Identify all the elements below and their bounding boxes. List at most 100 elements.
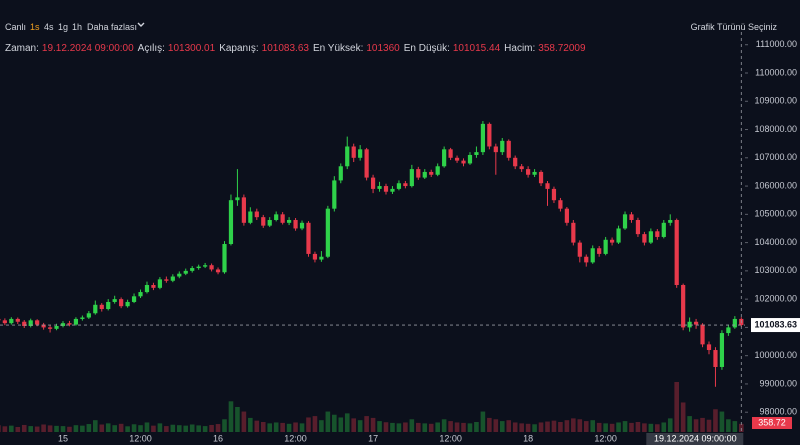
interval-button[interactable]: 1s xyxy=(30,22,40,32)
chart-type-button[interactable]: Grafik Türünü Seçiniz xyxy=(690,22,777,32)
candle-body xyxy=(429,171,434,175)
candle-body xyxy=(681,285,686,328)
volume-bar xyxy=(73,425,79,432)
volume-bar xyxy=(416,422,421,432)
candle-body xyxy=(648,231,653,243)
candle-body xyxy=(467,154,473,164)
volume-bar xyxy=(596,422,602,432)
candle-body xyxy=(377,186,382,189)
candle-body xyxy=(500,140,505,153)
volume-bar xyxy=(332,414,337,432)
volume-bar xyxy=(41,424,46,432)
volume-bar xyxy=(105,423,111,432)
candle-body xyxy=(325,208,330,257)
interval-button[interactable]: 4s xyxy=(44,22,54,32)
x-tick-label: 12:00 xyxy=(129,433,152,443)
y-tick-label: 105000.00 xyxy=(754,209,797,219)
candle-body xyxy=(190,268,195,271)
volume-bar xyxy=(642,423,647,432)
x-tick-label: 16 xyxy=(213,433,223,443)
candle-body xyxy=(177,273,182,277)
candle-body xyxy=(254,211,259,218)
volume-bar xyxy=(312,416,318,432)
volume-bar xyxy=(680,402,686,432)
volume-bar xyxy=(80,425,85,432)
price-tag: 101083.63 xyxy=(754,319,797,329)
volume-bar xyxy=(67,426,72,432)
candle-body xyxy=(584,256,589,263)
candle-body xyxy=(590,248,595,263)
candle-body xyxy=(125,301,130,307)
candle-body xyxy=(416,169,421,178)
candle-body xyxy=(732,318,737,328)
interval-button[interactable]: 1g xyxy=(58,22,69,32)
candle-body xyxy=(241,197,246,223)
volume-bar xyxy=(319,420,324,432)
volume-bar xyxy=(519,423,524,432)
candle-body xyxy=(164,279,169,281)
volume-bar xyxy=(493,419,499,432)
volume-bar xyxy=(144,422,150,432)
candle-body xyxy=(526,169,531,175)
volume-bar xyxy=(299,423,305,432)
interval-button[interactable]: 1h xyxy=(72,22,83,32)
info-value: 101360 xyxy=(366,43,400,54)
volume-bar xyxy=(474,422,479,432)
volume-bar xyxy=(286,423,292,432)
volume-bar xyxy=(571,418,576,432)
y-tick-label: 108000.00 xyxy=(754,124,797,134)
volume-bar xyxy=(667,418,673,432)
candle-body xyxy=(519,166,524,170)
candle-body xyxy=(558,200,563,209)
volume-bar xyxy=(390,422,395,432)
volume-bar xyxy=(448,421,453,432)
candle-body xyxy=(54,325,59,329)
volume-bar xyxy=(512,422,518,432)
live-button[interactable]: Canlı xyxy=(5,22,27,32)
candle-body xyxy=(196,266,201,269)
volume-bar xyxy=(428,423,434,432)
candle-body xyxy=(112,299,117,302)
candle-body xyxy=(403,183,408,187)
candle-body xyxy=(86,313,91,318)
volume-bar xyxy=(344,413,350,432)
candle-body xyxy=(538,171,544,184)
volume-bar xyxy=(396,423,402,432)
volume-bar xyxy=(383,422,389,432)
candle-body xyxy=(170,276,175,281)
volume-bar xyxy=(467,423,473,432)
candle-body xyxy=(306,222,311,254)
candle-body xyxy=(209,265,214,270)
y-tick-label: 103000.00 xyxy=(754,265,797,275)
candle-body xyxy=(442,149,447,167)
candle-body xyxy=(435,166,440,175)
volume-bar xyxy=(151,425,156,432)
volume-bar xyxy=(487,417,492,432)
volume-bar xyxy=(564,420,570,432)
candle-body xyxy=(157,279,162,288)
volume-bar xyxy=(2,426,8,432)
chevron-icon xyxy=(137,22,145,27)
volume-bar xyxy=(241,411,247,432)
y-tick-label: 102000.00 xyxy=(754,294,797,304)
volume-bar xyxy=(183,425,189,432)
candle-body xyxy=(183,270,188,274)
time-tag: 19.12.2024 09:00:00 xyxy=(654,433,737,443)
candle-body xyxy=(603,239,608,254)
candle-body xyxy=(138,292,143,297)
volume-bar xyxy=(525,423,531,432)
volume-bar xyxy=(532,424,537,432)
candle-body xyxy=(351,146,356,158)
candle-body xyxy=(287,219,292,223)
more-button[interactable]: Daha fazlası xyxy=(87,22,138,32)
volume-bar xyxy=(131,424,137,432)
price-axis-bg xyxy=(745,0,800,445)
volume-bar xyxy=(215,424,221,432)
candle-body xyxy=(713,350,718,367)
candle-body xyxy=(629,214,634,220)
candle-body xyxy=(293,219,298,229)
volume-bar xyxy=(164,426,169,432)
volume-bar xyxy=(377,421,382,432)
